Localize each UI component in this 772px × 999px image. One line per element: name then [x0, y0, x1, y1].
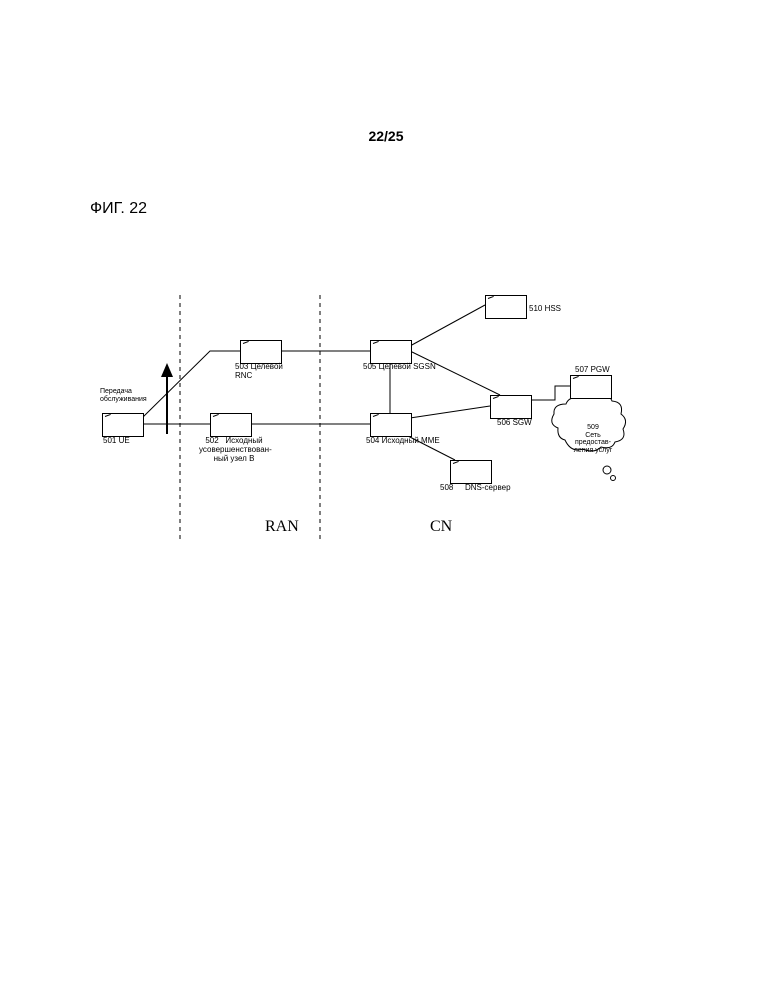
label-hss: 510 HSS: [529, 305, 561, 314]
label-sgw: 506 SGW: [497, 419, 532, 428]
label-dns-name-text: DNS-сервер: [465, 483, 511, 492]
label-cloud-name: Сеть предостав- ления услуг: [574, 432, 613, 454]
edge-sgw-pgw: [530, 386, 570, 400]
label-cloud-id: 509: [587, 424, 599, 431]
label-ue-text: 501 UE: [103, 436, 130, 445]
switch-tick-icon: [453, 461, 459, 464]
node-mme: [370, 413, 412, 437]
label-mme-text: 504 Исходный MME: [366, 436, 440, 445]
node-pgw: [570, 375, 612, 399]
label-cloud: 509 Сеть предостав- ления услуг: [568, 424, 618, 455]
diagram-wires: [0, 0, 772, 999]
edge-mme-sgw: [410, 406, 490, 418]
label-pgw-text: 507 PGW: [575, 365, 610, 374]
label-sgsn: 505 Целевой SGSN: [363, 363, 436, 372]
label-enb: 502 Исходный усовершенствован- ный узел …: [199, 437, 269, 463]
switch-tick-icon: [213, 414, 219, 417]
label-sgsn-text: 505 Целевой SGSN: [363, 362, 436, 371]
label-mme: 504 Исходный MME: [366, 437, 440, 446]
label-sgw-text: 506 SGW: [497, 418, 532, 427]
edge-ue-rnc: [142, 351, 240, 418]
region-ran-label: RAN: [265, 518, 299, 536]
label-rnc-text: 503 Целевой RNC: [235, 362, 283, 380]
edge-sgsn-sgw: [410, 351, 500, 395]
node-rnc: [240, 340, 282, 364]
node-sgw: [490, 395, 532, 419]
label-hss-text: 510 HSS: [529, 304, 561, 313]
switch-tick-icon: [243, 341, 249, 344]
label-enb-id: 502: [205, 436, 218, 445]
node-ue: [102, 413, 144, 437]
switch-tick-icon: [488, 296, 494, 299]
switch-tick-icon: [493, 396, 499, 399]
node-sgsn: [370, 340, 412, 364]
label-dns-id-text: 508: [440, 483, 453, 492]
label-pgw: 507 PGW: [575, 366, 610, 375]
region-cn-label: CN: [430, 518, 452, 536]
label-dns-id: 508: [440, 484, 453, 493]
switch-tick-icon: [373, 414, 379, 417]
edge-sgsn-hss: [410, 305, 485, 346]
handover-arrow-head: [161, 363, 173, 377]
node-hss: [485, 295, 527, 319]
label-rnc: 503 Целевой RNC: [235, 363, 283, 381]
label-dns-name: DNS-сервер: [465, 484, 511, 493]
handover-text-l1: Передача обслуживания: [100, 388, 147, 403]
node-enb: [210, 413, 252, 437]
switch-tick-icon: [105, 414, 111, 417]
figure-canvas: 22/25 ФИГ. 22: [0, 0, 772, 999]
node-dns: [450, 460, 492, 484]
switch-tick-icon: [373, 341, 379, 344]
label-ue: 501 UE: [103, 437, 130, 446]
switch-tick-icon: [573, 376, 579, 379]
handover-label: Передача обслуживания: [100, 388, 147, 403]
